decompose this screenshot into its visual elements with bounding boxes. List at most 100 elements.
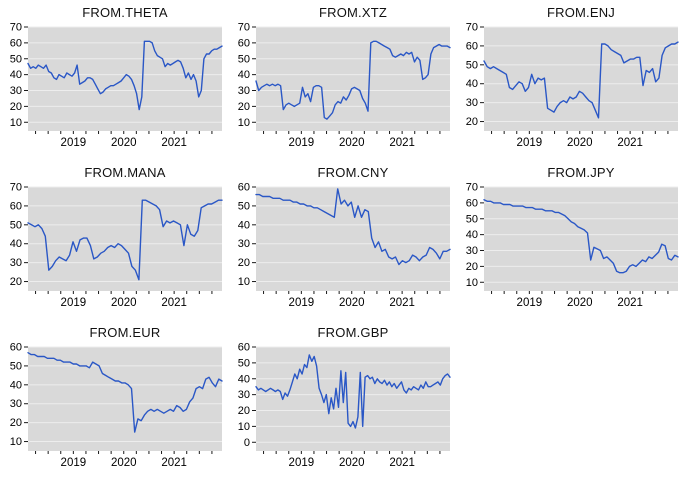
plot-area — [28, 27, 222, 131]
y-tick-label: 10 — [238, 421, 250, 433]
y-tick-label: 40 — [10, 238, 22, 250]
y-tick-label: 0 — [244, 437, 250, 449]
y-tick-label: 60 — [466, 197, 478, 209]
plot-area — [484, 187, 678, 291]
chart-title: FROM.GBP — [317, 325, 389, 340]
y-tick-label: 10 — [238, 276, 250, 288]
x-tick-label: 2021 — [389, 457, 415, 469]
y-tick-label: 40 — [10, 69, 22, 81]
series-line — [27, 351, 223, 433]
y-tick-label: 10 — [10, 436, 22, 448]
y-tick-label: 20 — [10, 101, 22, 113]
y-tick-label: 50 — [466, 213, 478, 225]
y-tick-label: 30 — [10, 85, 22, 97]
x-tick-label: 2020 — [111, 457, 137, 469]
y-tick-label: 20 — [466, 116, 478, 128]
plot-area — [28, 347, 222, 451]
x-tick-label: 2020 — [567, 137, 593, 149]
x-tick-label: 2021 — [389, 137, 415, 149]
x-tick-label: 2021 — [389, 297, 415, 309]
chart-title: FROM.JPY — [547, 165, 615, 180]
plot-area — [256, 347, 450, 451]
y-tick-label: 60 — [238, 342, 250, 354]
x-tick-label: 2021 — [161, 137, 187, 149]
x-tick-label: 2020 — [111, 137, 137, 149]
chart-panel-from-theta: FROM.THETA 10 20 30 40 50 60 70 2019 2020 2021 — [0, 0, 228, 160]
plot-area — [28, 187, 222, 291]
y-tick-label: 40 — [238, 219, 250, 231]
chart-panel-from-jpy: FROM.JPY 10 20 30 40 50 60 70 2019 2020 2021 — [456, 160, 685, 320]
chart-title: FROM.XTZ — [318, 5, 388, 20]
chart-panel-from-xtz: FROM.XTZ 10 20 30 40 50 60 70 2019 2020 2021 — [228, 0, 456, 160]
x-tick-label: 2019 — [289, 297, 315, 309]
y-tick-label: 40 — [238, 69, 250, 81]
y-tick-label: 40 — [466, 78, 478, 90]
y-tick-label: 20 — [466, 261, 478, 273]
x-tick-label: 2020 — [339, 457, 365, 469]
y-tick-label: 20 — [10, 276, 22, 288]
y-tick-label: 60 — [466, 40, 478, 52]
y-tick-label: 50 — [238, 53, 250, 65]
y-tick-label: 70 — [10, 22, 22, 34]
y-tick-label: 40 — [238, 373, 250, 385]
series-line — [255, 354, 451, 429]
chart-panel-from-mana: FROM.MANA 20 30 40 50 60 70 2019 2020 2021 — [0, 160, 228, 320]
y-tick-label: 30 — [466, 245, 478, 257]
x-tick-label: 2020 — [339, 137, 365, 149]
series-line — [255, 188, 451, 266]
x-tick-label: 2021 — [161, 297, 187, 309]
y-tick-label: 30 — [466, 97, 478, 109]
x-tick-label: 2021 — [161, 457, 187, 469]
chart-panel-from-gbp: FROM.GBP 0 10 20 30 40 50 60 2019 2020 2021 — [228, 320, 456, 481]
line-chart: 10 20 30 40 50 60 70 2019 2020 2021 — [10, 22, 223, 149]
y-tick-label: 20 — [10, 417, 22, 429]
chart-title: FROM.THETA — [82, 5, 168, 20]
y-tick-label: 20 — [238, 405, 250, 417]
x-tick-label: 2020 — [567, 297, 593, 309]
x-tick-label: 2021 — [617, 137, 643, 149]
y-tick-label: 60 — [238, 182, 250, 194]
line-chart: 0 10 20 30 40 50 60 2019 2020 2021 — [238, 342, 451, 469]
y-tick-label: 20 — [238, 257, 250, 269]
y-tick-label: 30 — [238, 85, 250, 97]
y-tick-label: 40 — [466, 229, 478, 241]
y-tick-label: 30 — [238, 238, 250, 250]
y-tick-label: 10 — [238, 117, 250, 129]
y-tick-label: 20 — [238, 101, 250, 113]
y-tick-label: 50 — [10, 360, 22, 372]
chart-title: FROM.MANA — [84, 165, 166, 180]
series-line — [483, 199, 679, 274]
x-tick-label: 2019 — [517, 137, 543, 149]
x-tick-label: 2021 — [617, 297, 643, 309]
chart-title: FROM.ENJ — [546, 5, 616, 20]
chart-panel-from-eur: FROM.EUR 10 20 30 40 50 60 2019 2020 2021 — [0, 320, 228, 481]
plot-area — [256, 187, 450, 291]
line-chart: 10 20 30 40 50 60 2019 2020 2021 — [10, 342, 223, 469]
y-tick-label: 30 — [238, 389, 250, 401]
line-chart: 10 20 30 40 50 60 70 2019 2020 2021 — [466, 182, 679, 309]
x-tick-label: 2019 — [61, 457, 87, 469]
y-tick-label: 10 — [466, 277, 478, 289]
chart-title: FROM.CNY — [317, 165, 389, 180]
y-tick-label: 10 — [10, 117, 22, 129]
y-tick-label: 60 — [10, 342, 22, 354]
y-tick-label: 40 — [10, 379, 22, 391]
x-tick-label: 2020 — [111, 297, 137, 309]
y-tick-label: 30 — [10, 257, 22, 269]
x-tick-label: 2019 — [61, 297, 87, 309]
y-tick-label: 50 — [238, 200, 250, 212]
y-tick-label: 70 — [466, 22, 478, 34]
chart-title: FROM.EUR — [89, 325, 161, 340]
y-tick-label: 70 — [10, 182, 22, 194]
x-tick-label: 2020 — [339, 297, 365, 309]
series-line — [27, 40, 223, 111]
x-tick-label: 2019 — [289, 457, 315, 469]
y-tick-label: 70 — [238, 22, 250, 34]
y-tick-label: 50 — [10, 219, 22, 231]
chart-panel-from-cny: FROM.CNY 10 20 30 40 50 60 2019 2020 2021 — [228, 160, 456, 320]
line-chart: 10 20 30 40 50 60 70 2019 2020 2021 — [238, 22, 451, 149]
plot-area — [256, 27, 450, 131]
y-tick-label: 60 — [238, 37, 250, 49]
series-line — [27, 199, 223, 281]
